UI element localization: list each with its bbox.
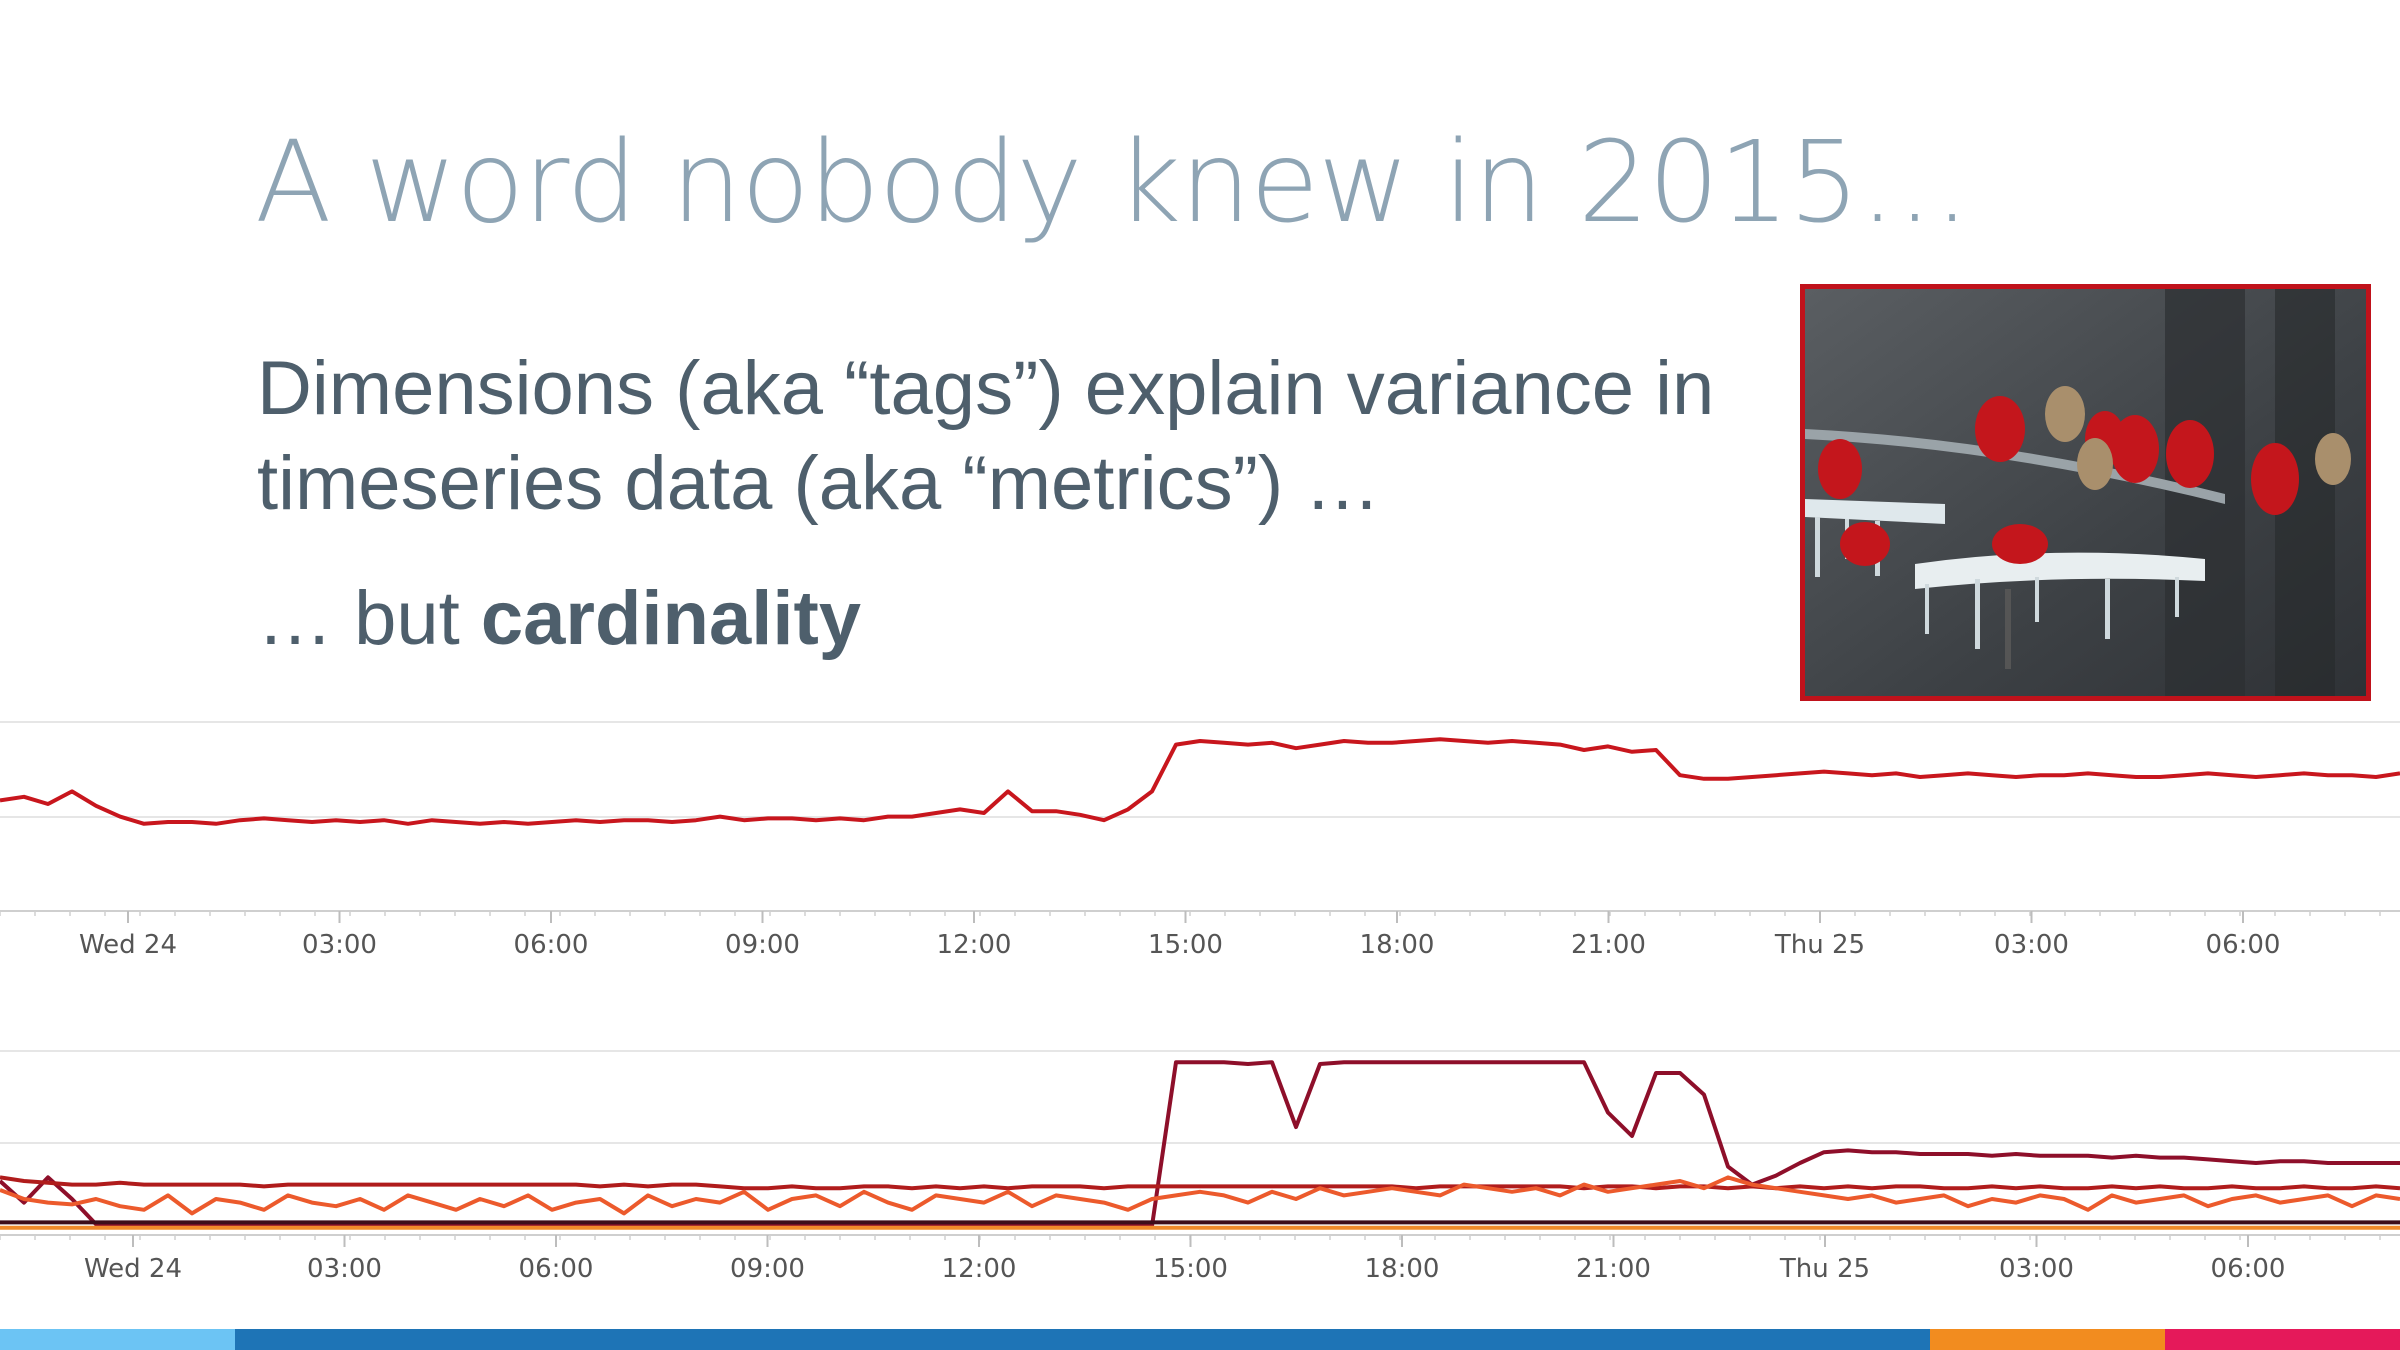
chart-1-x-tick-label: 09:00 xyxy=(725,930,800,958)
chart-2-x-tick-label: 06:00 xyxy=(519,1254,594,1284)
footer-segment-orange xyxy=(1930,1329,2165,1350)
chart-1-x-tick-label: 06:00 xyxy=(2206,930,2281,958)
chart-1-x-tick-label: 03:00 xyxy=(1994,930,2069,958)
chart-1-x-tick-label: Wed 24 xyxy=(79,930,177,958)
chart-1-x-tick-label: 15:00 xyxy=(1148,930,1223,958)
footer-color-bar xyxy=(0,1329,2400,1350)
chart-1-x-tick-label: 06:00 xyxy=(514,930,589,958)
footer-segment-light-blue xyxy=(0,1329,235,1350)
chart-1-x-tick-label: 03:00 xyxy=(302,930,377,958)
chart-2-x-tick-label: 12:00 xyxy=(942,1254,1017,1284)
chart-2-series-line-2 xyxy=(0,1175,2400,1191)
body-line-2: timeseries data (aka “metrics”) … xyxy=(257,441,1381,526)
chart-1-x-tick-label: Thu 25 xyxy=(1774,930,1865,958)
chart-2-series-line-3 xyxy=(0,1175,2400,1216)
chart-2-x-tick-label: 21:00 xyxy=(1576,1254,1651,1284)
footer-segment-blue xyxy=(235,1329,1930,1350)
body-line-3: … but cardinality xyxy=(257,575,861,662)
chart-1-x-tick-label: 12:00 xyxy=(937,930,1012,958)
chart-2-x-tick-label: 03:00 xyxy=(307,1254,382,1284)
cardinals-on-feeder-photo xyxy=(1805,289,2366,696)
chart-1-series-line-1 xyxy=(0,737,2400,826)
cardinals-photo xyxy=(1800,284,2371,701)
chart-2-x-tick-label: 15:00 xyxy=(1153,1254,1228,1284)
chart-2-svg: Wed 24 03:00 06:00 09:00 12:00 15:00 18:00 21:0… xyxy=(0,1050,2400,1284)
footer-segment-pink xyxy=(2165,1329,2400,1350)
slide-title: A word nobody knew in 2015… xyxy=(255,118,1971,248)
chart-1-x-tick-label: 18:00 xyxy=(1360,930,1435,958)
chart-2-series-line-1 xyxy=(0,1060,2400,1228)
cardinality-term: cardinality xyxy=(480,576,862,661)
chart-2-x-tick-label: 18:00 xyxy=(1365,1254,1440,1284)
chart-2-x-tick-label: Thu 25 xyxy=(1779,1254,1870,1284)
chart-2-x-tick-label: 09:00 xyxy=(730,1254,805,1284)
chart-2: Wed 24 03:00 06:00 09:00 12:00 15:00 18:00 21:0… xyxy=(0,1035,2400,1300)
chart-1-svg: Wed 24 03:00 06:00 09:00 12:00 15:00 18:00 21:0… xyxy=(0,721,2400,960)
body-line-3-prefix: … but xyxy=(257,576,481,661)
chart-2-x-tick-label: 03:00 xyxy=(1999,1254,2074,1284)
body-line-1: Dimensions (aka “tags”) explain variance… xyxy=(257,346,1715,431)
chart-2-x-tick-label: Wed 24 xyxy=(84,1254,182,1284)
chart-1-x-tick-label: 21:00 xyxy=(1571,930,1646,958)
chart-2-x-tick-label: 06:00 xyxy=(2211,1254,2286,1284)
chart-1: Wed 24 03:00 06:00 09:00 12:00 15:00 18:00 21:0… xyxy=(0,718,2400,963)
